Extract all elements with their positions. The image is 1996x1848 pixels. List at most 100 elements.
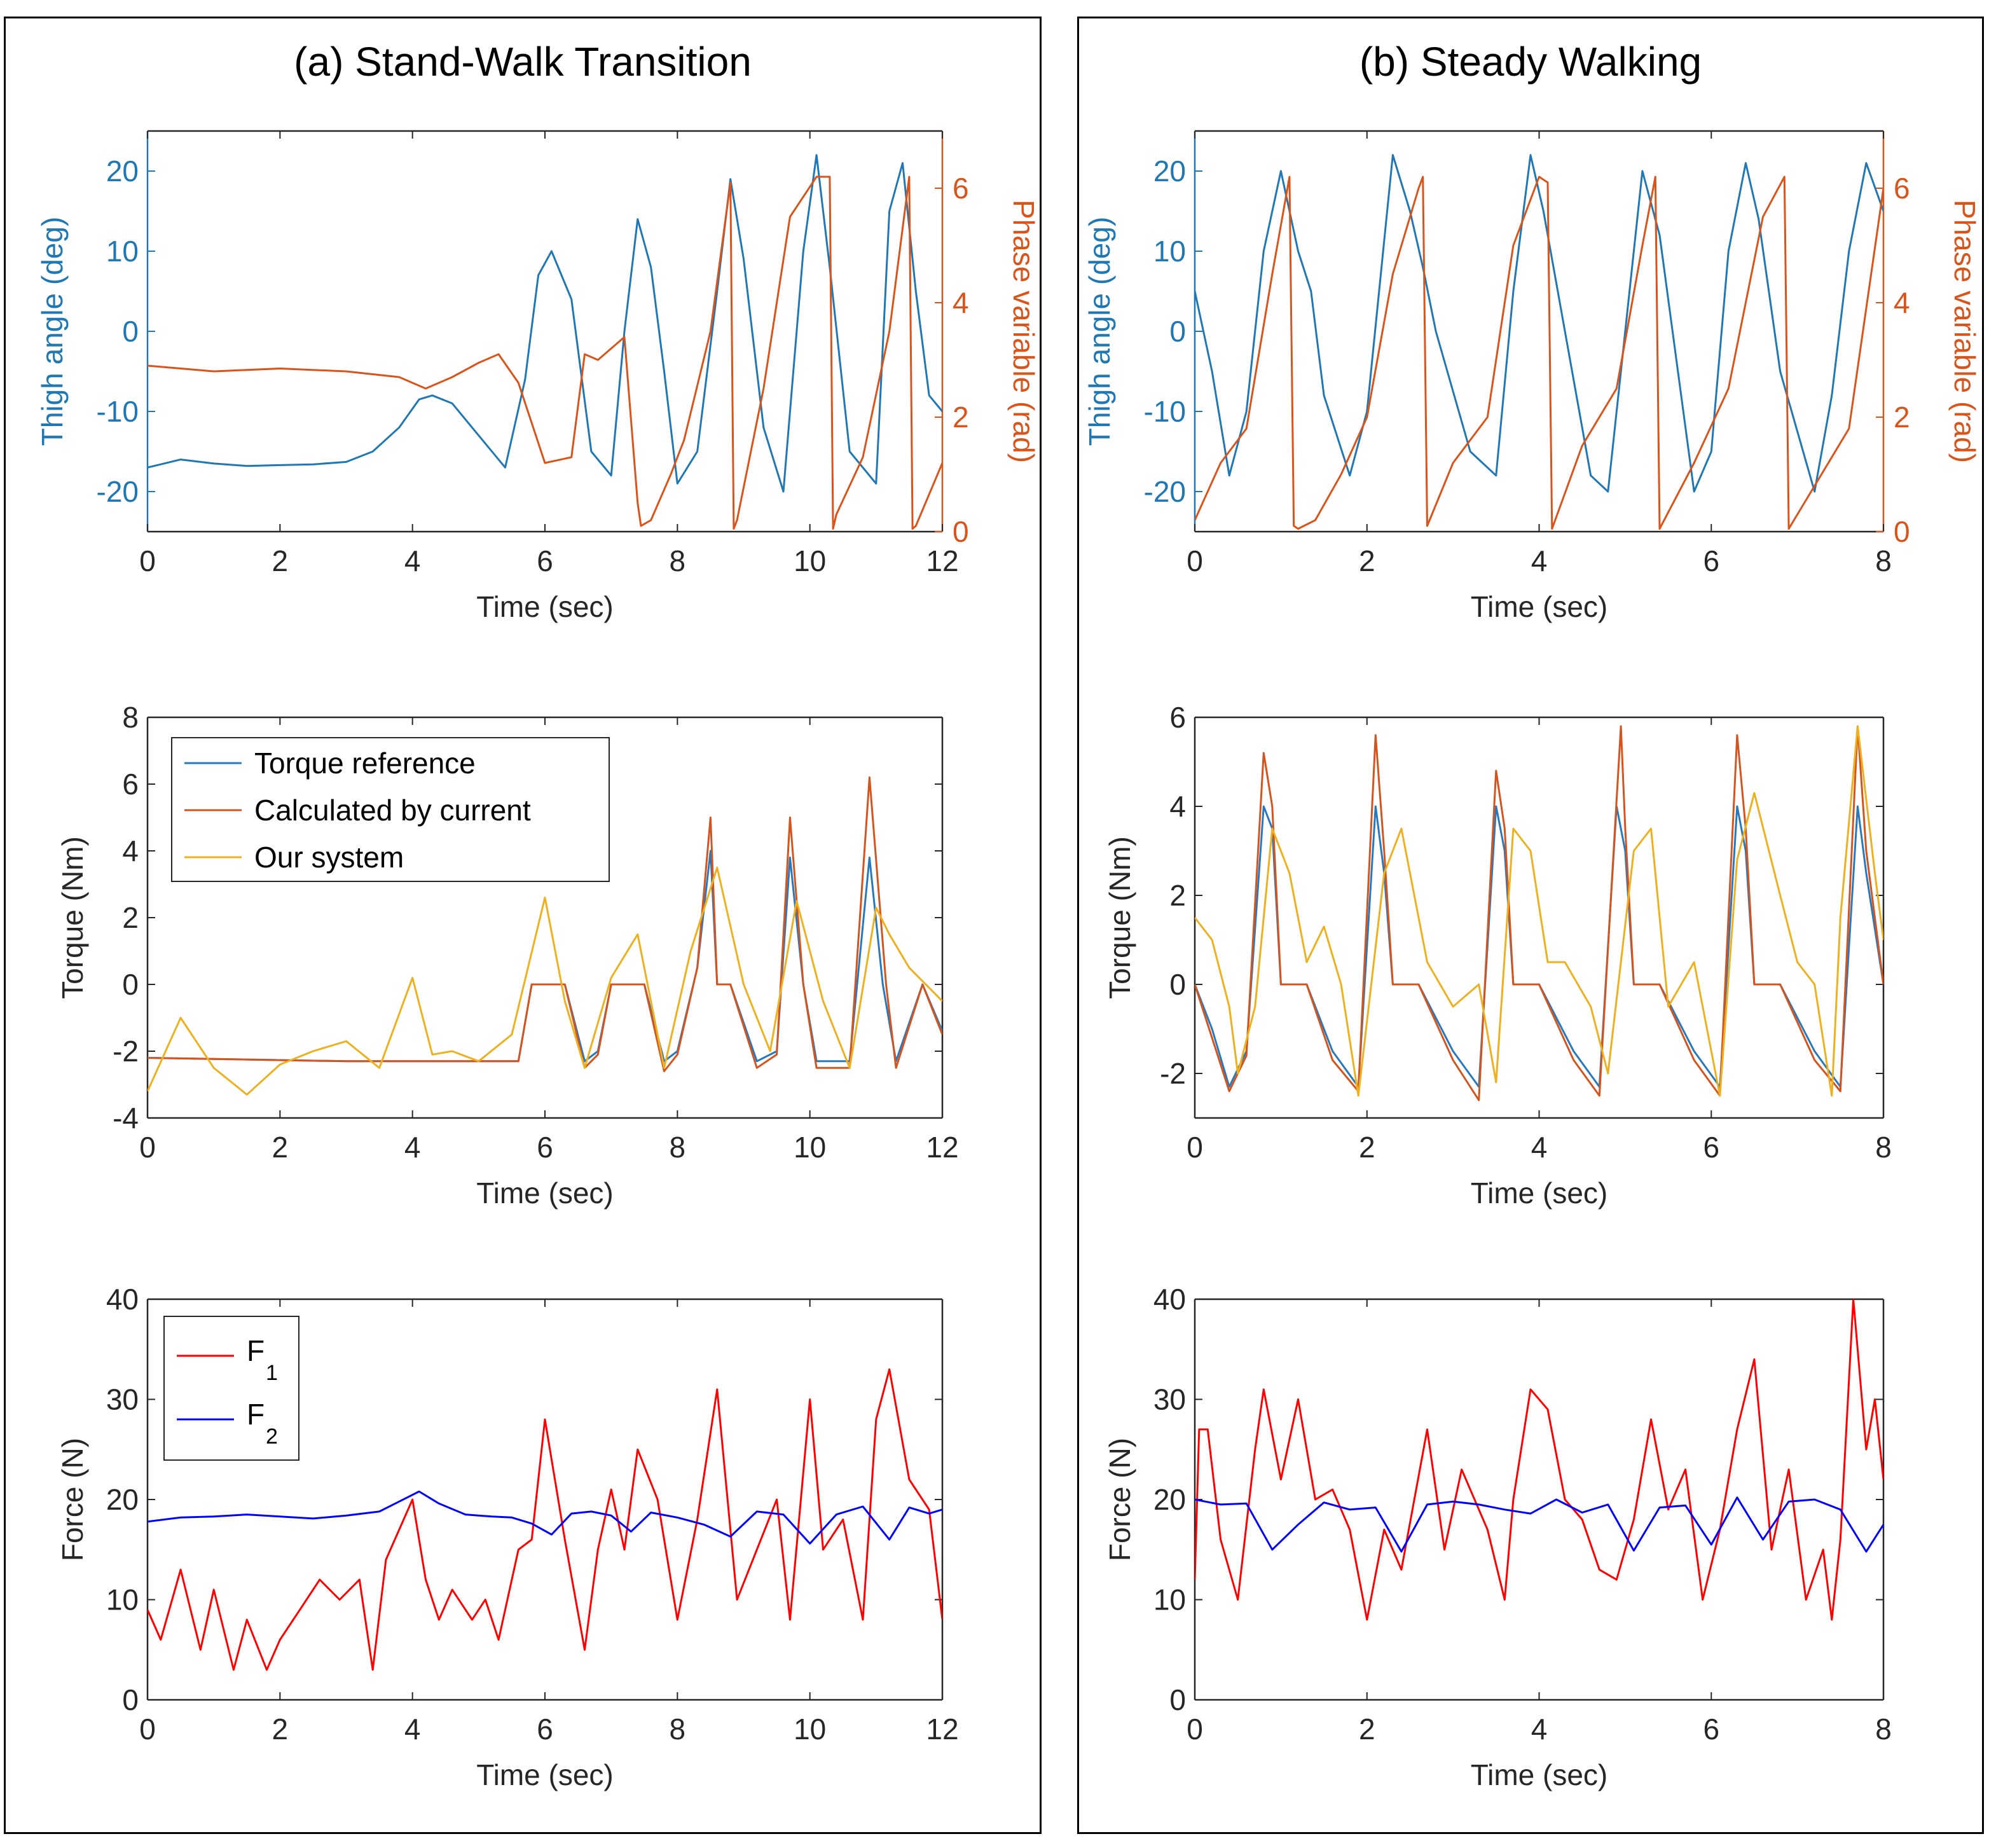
- panel-b-frame: [1077, 17, 1984, 1834]
- chart-b-angle: 0 2 4 6 8 -20 -10 0 10 20 0 2 4 6 Time (sec) Thigh angl…: [1083, 130, 1981, 623]
- chart-a-force: 0 2 4 6 8 10 12 0 10 20 30 40 Time (sec) Force (N) F1F…: [56, 1283, 959, 1791]
- y2-tick-label: 4: [1894, 286, 1910, 319]
- x-tick-label: 6: [1703, 544, 1719, 577]
- chart-a-torque: 0 2 4 6 8 10 12 -4 -2 0 2 4 6 8 Time (sec) Torque (Nm) T…: [56, 701, 959, 1210]
- y-tick-label: 4: [122, 834, 139, 867]
- x-tick-label: 6: [1703, 1131, 1719, 1164]
- x-tick-label: 10: [794, 1713, 826, 1746]
- x-tick-label: 8: [1875, 544, 1892, 577]
- y-tick-label: -4: [113, 1101, 139, 1134]
- y-tick-label: 30: [106, 1383, 139, 1416]
- legend-box: [171, 737, 610, 882]
- y-tick-label: 2: [122, 901, 139, 934]
- y-tick-label: 0: [122, 1683, 139, 1716]
- x-tick-label: 0: [139, 1131, 156, 1164]
- y-tick-label: 10: [1153, 235, 1186, 268]
- y-tick-label: -2: [113, 1035, 139, 1068]
- y-axis-label: Force (N): [56, 1438, 89, 1561]
- x-tick-label: 0: [139, 1713, 156, 1746]
- y-tick-label: -20: [97, 475, 139, 508]
- x-tick-label: 4: [404, 1713, 421, 1746]
- x-axis-label: Time (sec): [476, 1176, 614, 1210]
- y-tick-label: 40: [106, 1283, 139, 1316]
- plot-area: [148, 776, 942, 1096]
- x-tick-label: 4: [404, 544, 421, 577]
- legend-label: Calculated by current: [254, 794, 531, 827]
- y2-tick-label: 0: [953, 515, 969, 548]
- x-tick-label: 8: [670, 1131, 686, 1164]
- y-axis-label: Force (N): [1103, 1438, 1136, 1561]
- x-tick-label: 2: [1359, 1713, 1375, 1746]
- x-tick-label: 12: [926, 1713, 958, 1746]
- y-tick-label: -20: [1144, 475, 1186, 508]
- x-tick-label: 2: [272, 544, 289, 577]
- series-phase-variable: [148, 176, 942, 530]
- x-tick-label: 2: [1359, 544, 1375, 577]
- plot-area: [1195, 725, 1883, 1101]
- plot-area: [1195, 154, 1883, 530]
- y2-tick-label: 6: [953, 172, 969, 205]
- panel-a-frame: [4, 17, 1042, 1834]
- x-tick-label: 4: [1531, 1131, 1548, 1164]
- y-tick-label: 20: [106, 1483, 139, 1516]
- legend-subscript: 2: [266, 1424, 278, 1449]
- x-tick-label: 0: [1187, 544, 1203, 577]
- x-axis-label: Time (sec): [476, 1758, 614, 1791]
- legend-subscript: 1: [266, 1361, 278, 1385]
- x-tick-label: 6: [537, 1713, 553, 1746]
- y-tick-label: 0: [1169, 315, 1186, 348]
- y-axis-label: Torque (Nm): [1103, 836, 1136, 999]
- legend-label: F: [247, 1398, 265, 1431]
- series-our-system: [1195, 725, 1883, 1097]
- panel-b-title: (b) Steady Walking: [1359, 39, 1702, 85]
- y-tick-label: 10: [106, 235, 139, 268]
- y-tick-label: 0: [1169, 1683, 1186, 1716]
- x-tick-label: 8: [670, 1713, 686, 1746]
- y2-tick-label: 4: [953, 286, 969, 319]
- series-f1: [1195, 1299, 1883, 1621]
- plot-area: [148, 154, 942, 530]
- y-tick-label: -10: [1144, 395, 1186, 428]
- legend-label: Torque reference: [254, 747, 476, 780]
- series-f2: [1195, 1496, 1883, 1553]
- y2-tick-label: 2: [953, 401, 969, 434]
- x-tick-label: 2: [272, 1713, 289, 1746]
- series-torque-reference: [1195, 805, 1883, 1088]
- chart-b-force: 0 2 4 6 8 0 10 20 30 40 Time (sec) Force (N): [1103, 1283, 1892, 1791]
- legend-label: F: [247, 1334, 265, 1367]
- series-calculated-by-current: [148, 776, 942, 1072]
- x-tick-label: 0: [1187, 1131, 1203, 1164]
- x-tick-label: 0: [1187, 1713, 1203, 1746]
- panel-a-title: (a) Stand-Walk Transition: [294, 39, 752, 85]
- series-thigh-angle: [1195, 154, 1883, 493]
- chart-b-torque: 0 2 4 6 8 -2 0 2 4 6 Time (sec) Torque (Nm): [1103, 701, 1892, 1210]
- y2-tick-label: 0: [1894, 515, 1910, 548]
- y-tick-label: 0: [122, 968, 139, 1001]
- y-tick-label: 6: [1169, 701, 1186, 734]
- x-tick-label: 2: [272, 1131, 289, 1164]
- legend-label: Our system: [254, 841, 404, 874]
- y-axis-label: Thigh angle (deg): [36, 217, 69, 446]
- y-tick-label: 20: [106, 155, 139, 188]
- x-tick-label: 8: [1875, 1131, 1892, 1164]
- series-phase-variable: [1195, 176, 1883, 530]
- x-tick-label: 0: [139, 544, 156, 577]
- y-tick-label: 4: [1169, 790, 1186, 823]
- chart-a-angle: 0 2 4 6 8 10 12 -20 -10 0 10 20 0 2 4 6 Time (sec) Thigh …: [36, 130, 1040, 623]
- y-tick-label: 40: [1153, 1283, 1186, 1316]
- x-tick-label: 6: [537, 544, 553, 577]
- x-axis-label: Time (sec): [476, 590, 614, 623]
- x-tick-label: 6: [537, 1131, 553, 1164]
- series-f1: [148, 1368, 942, 1671]
- x-tick-label: 12: [926, 544, 958, 577]
- y-tick-label: 20: [1153, 1483, 1186, 1516]
- series-torque-reference: [148, 850, 942, 1063]
- y-axis-label: Torque (Nm): [56, 836, 89, 999]
- y-tick-label: 10: [106, 1583, 139, 1617]
- x-axis-label: Time (sec): [1471, 1758, 1608, 1791]
- y2-axis-label: Phase variable (rad): [1007, 200, 1040, 463]
- x-axis-label: Time (sec): [1471, 590, 1608, 623]
- y-tick-label: 6: [122, 768, 139, 801]
- y-tick-label: 2: [1169, 879, 1186, 912]
